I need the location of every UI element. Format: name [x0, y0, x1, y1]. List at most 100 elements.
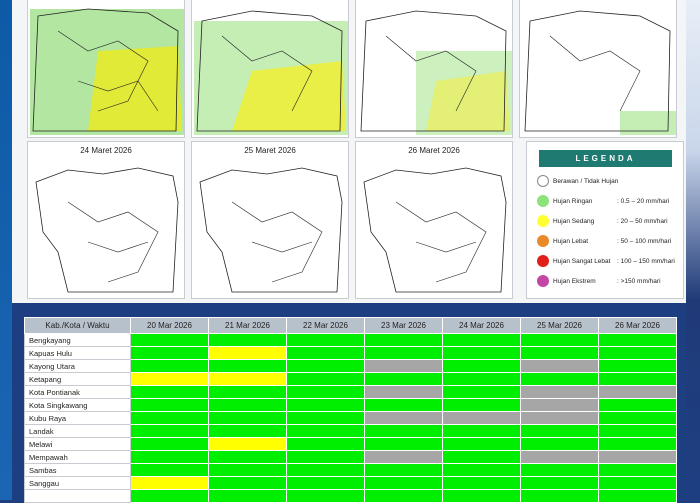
forecast-cell: [364, 398, 443, 412]
table-row: Kubu Raya: [24, 411, 677, 425]
forecast-cell: [442, 450, 521, 464]
legend-label: Hujan Ringan: [553, 198, 593, 205]
forecast-cell: [598, 476, 677, 490]
forecast-cell: [442, 437, 521, 451]
forecast-cell: [520, 463, 599, 477]
forecast-cell: [286, 385, 365, 399]
forecast-cell: [208, 476, 287, 490]
forecast-map-4: [519, 0, 677, 138]
forecast-cell: [364, 411, 443, 425]
legend-range: : 50 – 100 mm/hari: [617, 238, 672, 245]
rainfall-map-svg: [363, 167, 507, 293]
forecast-cell: [520, 385, 599, 399]
forecast-cell: [364, 359, 443, 373]
legend-swatch: [537, 195, 549, 207]
forecast-cell: [286, 411, 365, 425]
legend-swatch: [537, 215, 549, 227]
forecast-cell: [520, 437, 599, 451]
forecast-cell: [130, 437, 209, 451]
forecast-cell: [286, 372, 365, 386]
forecast-cell: [598, 359, 677, 373]
region-name: Kapuas Hulu: [24, 346, 131, 360]
region-name: Sambas: [24, 463, 131, 477]
forecast-cell: [520, 398, 599, 412]
forecast-cell: [130, 411, 209, 425]
table-row: Sambas: [24, 463, 677, 477]
forecast-cell: [442, 385, 521, 399]
forecast-cell: [442, 476, 521, 490]
forecast-cell: [286, 333, 365, 347]
forecast-cell: [208, 333, 287, 347]
table-body: Bengkayang Kapuas Hulu Kayong Utara Ketapan…: [24, 333, 677, 503]
forecast-map-3: [355, 0, 513, 138]
forecast-cell: [130, 385, 209, 399]
forecast-cell: [130, 398, 209, 412]
table-row: Ketapang: [24, 372, 677, 386]
map-date-title: 26 Maret 2026: [408, 146, 460, 155]
forecast-cell: [520, 424, 599, 438]
forecast-cell: [208, 359, 287, 373]
rainfall-map-svg: [360, 10, 512, 135]
region-name: Kayong Utara: [24, 359, 131, 373]
table-row: Kota Pontianak: [24, 385, 677, 399]
legend-swatch: [537, 235, 549, 247]
legend-range: : 0.5 – 20 mm/hari: [617, 198, 670, 205]
forecast-cell: [286, 463, 365, 477]
table-row: Sanggau: [24, 476, 677, 490]
legend-range: : >150 mm/hari: [617, 278, 661, 285]
map-date-title: 25 Maret 2026: [244, 146, 296, 155]
table-row: Kayong Utara: [24, 359, 677, 373]
forecast-cell: [598, 463, 677, 477]
forecast-cell: [286, 359, 365, 373]
forecast-cell: [364, 424, 443, 438]
forecast-cell: [598, 398, 677, 412]
forecast-cell: [208, 489, 287, 503]
header-cell: 22 Mar 2026: [286, 317, 365, 334]
forecast-cell: [286, 437, 365, 451]
forecast-cell: [442, 372, 521, 386]
forecast-cell: [442, 333, 521, 347]
header-cell: 26 Mar 2026: [598, 317, 677, 334]
forecast-cell: [286, 424, 365, 438]
header-cell: 25 Mar 2026: [520, 317, 599, 334]
region-name: Kota Singkawang: [24, 398, 131, 412]
forecast-cell: [130, 359, 209, 373]
rainfall-map-svg: [199, 167, 343, 293]
forecast-cell: [130, 372, 209, 386]
forecast-cell: [286, 346, 365, 360]
table-row: Mempawah: [24, 450, 677, 464]
forecast-cell: [442, 463, 521, 477]
forecast-cell: [364, 333, 443, 347]
header-cell: 21 Mar 2026: [208, 317, 287, 334]
table-row: Kapuas Hulu: [24, 346, 677, 360]
region-name: Bengkayang: [24, 333, 131, 347]
forecast-map-6: 25 Maret 2026: [191, 141, 349, 299]
header-cell: 24 Mar 2026: [442, 317, 521, 334]
forecast-table: Kab./Kota / Waktu 20 Mar 2026 21 Mar 202…: [24, 317, 677, 503]
forecast-cell: [442, 489, 521, 503]
forecast-cell: [286, 476, 365, 490]
legend-swatch: [537, 255, 549, 267]
forecast-cell: [598, 411, 677, 425]
forecast-cell: [598, 333, 677, 347]
forecast-cell: [130, 489, 209, 503]
forecast-cell: [130, 463, 209, 477]
legend-swatch: [537, 175, 549, 187]
forecast-cell: [208, 450, 287, 464]
forecast-cell: [208, 346, 287, 360]
region-name: [24, 489, 131, 503]
forecast-cell: [442, 424, 521, 438]
forecast-cell: [442, 398, 521, 412]
forecast-cell: [520, 372, 599, 386]
region-name: Kota Pontianak: [24, 385, 131, 399]
legend-label: Hujan Sedang: [553, 218, 595, 225]
forecast-cell: [208, 385, 287, 399]
right-decor-strip: [686, 0, 700, 500]
header-cell: Kab./Kota / Waktu: [24, 317, 131, 334]
forecast-map-panel: 24 Maret 2026 25 Maret 2026 26 Maret 202…: [12, 0, 686, 303]
table-row: Melawi: [24, 437, 677, 451]
forecast-cell: [286, 398, 365, 412]
forecast-cell: [130, 346, 209, 360]
legend-range: : 100 – 150 mm/hari: [617, 258, 675, 265]
forecast-cell: [130, 450, 209, 464]
